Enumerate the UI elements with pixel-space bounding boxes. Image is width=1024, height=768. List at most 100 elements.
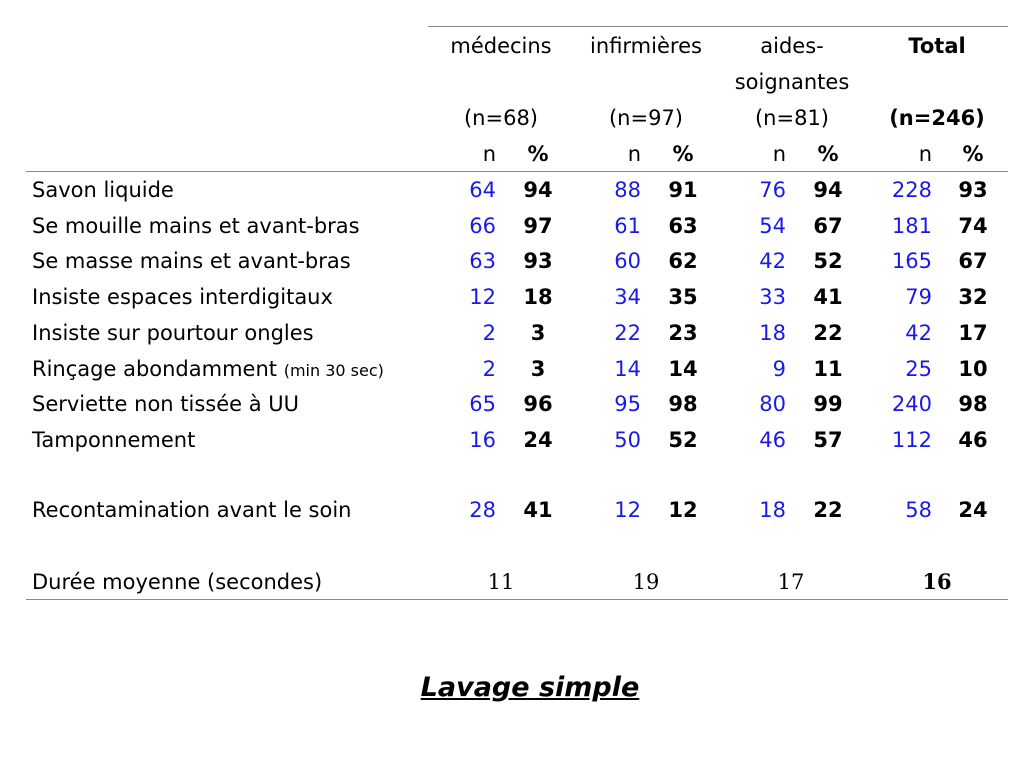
n-value-medecins: 66 xyxy=(469,214,496,238)
pct-value-total: 93 xyxy=(958,178,988,202)
pct-value-medecins: 93 xyxy=(523,249,553,273)
subheader-n: n xyxy=(627,142,641,166)
header-group-infirmieres: infirmières xyxy=(590,34,702,58)
pct-value-medecins: 24 xyxy=(523,428,553,452)
pct-value-total: 32 xyxy=(958,285,988,309)
n-value-medecins: 2 xyxy=(482,357,496,381)
row-label: Se mouille mains et avant-bras xyxy=(32,208,360,244)
n-value-infirmieres: 50 xyxy=(614,428,641,452)
n-value-infirmieres: 22 xyxy=(614,321,641,345)
row-label-note: (min 30 sec) xyxy=(283,361,384,380)
n-value-infirmieres: 95 xyxy=(614,392,641,416)
pct-value-medecins: 96 xyxy=(523,392,553,416)
pct-value-aides: 22 xyxy=(813,498,843,522)
pct-value-infirmieres: 52 xyxy=(668,428,698,452)
header-count-total: (n=246) xyxy=(889,106,985,130)
n-value-total: 58 xyxy=(905,498,932,522)
row-label: Se masse mains et avant-bras xyxy=(32,243,351,279)
row-label: Insiste espaces interdigitaux xyxy=(32,279,333,315)
subheader-n: n xyxy=(772,142,786,166)
pct-value-infirmieres: 98 xyxy=(668,392,698,416)
n-value-medecins: 63 xyxy=(469,249,496,273)
pct-value-aides: 99 xyxy=(813,392,843,416)
n-value-infirmieres: 12 xyxy=(614,498,641,522)
header-count-infirmieres: (n=97) xyxy=(608,106,683,130)
subheader-pct: % xyxy=(962,142,984,166)
row-label-text: Se masse mains et avant-bras xyxy=(32,249,351,273)
n-value-aides: 76 xyxy=(759,178,786,202)
n-value-aides: 80 xyxy=(759,392,786,416)
pct-value-aides: 57 xyxy=(813,428,843,452)
pct-value-medecins: 18 xyxy=(523,285,553,309)
n-value-aides: 54 xyxy=(759,214,786,238)
n-value-medecins: 28 xyxy=(469,498,496,522)
duration-value-aides: 17 xyxy=(777,570,805,594)
n-value-aides: 18 xyxy=(759,498,786,522)
header-bottom-rule xyxy=(26,171,1008,172)
subheader-n: n xyxy=(482,142,496,166)
row-label: Savon liquide xyxy=(32,172,174,208)
pct-value-total: 98 xyxy=(958,392,988,416)
row-label: Recontamination avant le soin xyxy=(32,498,352,522)
header-group-aides-line2: soignantes xyxy=(734,70,850,94)
pct-value-total: 46 xyxy=(958,428,988,452)
row-label-text: Serviette non tissée à UU xyxy=(32,392,300,416)
n-value-medecins: 12 xyxy=(469,285,496,309)
pct-value-aides: 94 xyxy=(813,178,843,202)
row-label: Rinçage abondamment (min 30 sec) xyxy=(32,351,384,387)
row-label: Insiste sur pourtour ongles xyxy=(32,315,314,351)
row-label-text: Insiste sur pourtour ongles xyxy=(32,321,314,345)
row-label: Tamponnement xyxy=(32,422,195,458)
n-value-total: 228 xyxy=(891,178,932,202)
n-value-medecins: 16 xyxy=(469,428,496,452)
table-bottom-rule xyxy=(26,599,1008,600)
pct-value-total: 17 xyxy=(958,321,988,345)
pct-value-aides: 11 xyxy=(813,357,843,381)
pct-value-infirmieres: 14 xyxy=(668,357,698,381)
pct-value-infirmieres: 23 xyxy=(668,321,698,345)
n-value-total: 79 xyxy=(905,285,932,309)
pct-value-aides: 52 xyxy=(813,249,843,273)
n-value-infirmieres: 34 xyxy=(614,285,641,309)
row-label: Serviette non tissée à UU xyxy=(32,386,299,422)
row-label-text: Rinçage abondamment xyxy=(32,357,278,381)
pct-value-medecins: 3 xyxy=(530,357,546,381)
pct-value-total: 67 xyxy=(958,249,988,273)
header-group-medecins: médecins xyxy=(450,34,552,58)
n-value-total: 181 xyxy=(891,214,932,238)
duration-value-infirmieres: 19 xyxy=(632,570,660,594)
duration-value-medecins: 11 xyxy=(487,570,515,594)
pct-value-total: 10 xyxy=(958,357,988,381)
n-value-medecins: 65 xyxy=(469,392,496,416)
n-value-total: 165 xyxy=(891,249,932,273)
n-value-total: 112 xyxy=(891,428,932,452)
n-value-total: 25 xyxy=(905,357,932,381)
header-count-medecins: (n=68) xyxy=(463,106,538,130)
n-value-aides: 46 xyxy=(759,428,786,452)
table-top-rule xyxy=(428,26,1008,27)
n-value-infirmieres: 88 xyxy=(614,178,641,202)
header-group-total: Total xyxy=(908,34,966,58)
subheader-n: n xyxy=(918,142,932,166)
n-value-aides: 9 xyxy=(772,357,786,381)
n-value-infirmieres: 61 xyxy=(614,214,641,238)
n-value-infirmieres: 14 xyxy=(614,357,641,381)
duration-value-total: 16 xyxy=(922,569,952,594)
n-value-aides: 18 xyxy=(759,321,786,345)
header-group-aides-line1: aides- xyxy=(760,34,824,58)
pct-value-aides: 41 xyxy=(813,285,843,309)
pct-value-infirmieres: 62 xyxy=(668,249,698,273)
pct-value-infirmieres: 63 xyxy=(668,214,698,238)
pct-value-medecins: 97 xyxy=(523,214,553,238)
row-label: Durée moyenne (secondes) xyxy=(32,570,323,594)
row-label-text: Se mouille mains et avant-bras xyxy=(32,214,360,238)
n-value-total: 42 xyxy=(905,321,932,345)
row-label-text: Insiste espaces interdigitaux xyxy=(32,285,333,309)
n-value-medecins: 64 xyxy=(469,178,496,202)
pct-value-infirmieres: 91 xyxy=(668,178,698,202)
n-value-aides: 33 xyxy=(759,285,786,309)
row-label-text: Savon liquide xyxy=(32,178,174,202)
subheader-pct: % xyxy=(817,142,839,166)
pct-value-infirmieres: 12 xyxy=(668,498,698,522)
pct-value-medecins: 3 xyxy=(530,321,546,345)
